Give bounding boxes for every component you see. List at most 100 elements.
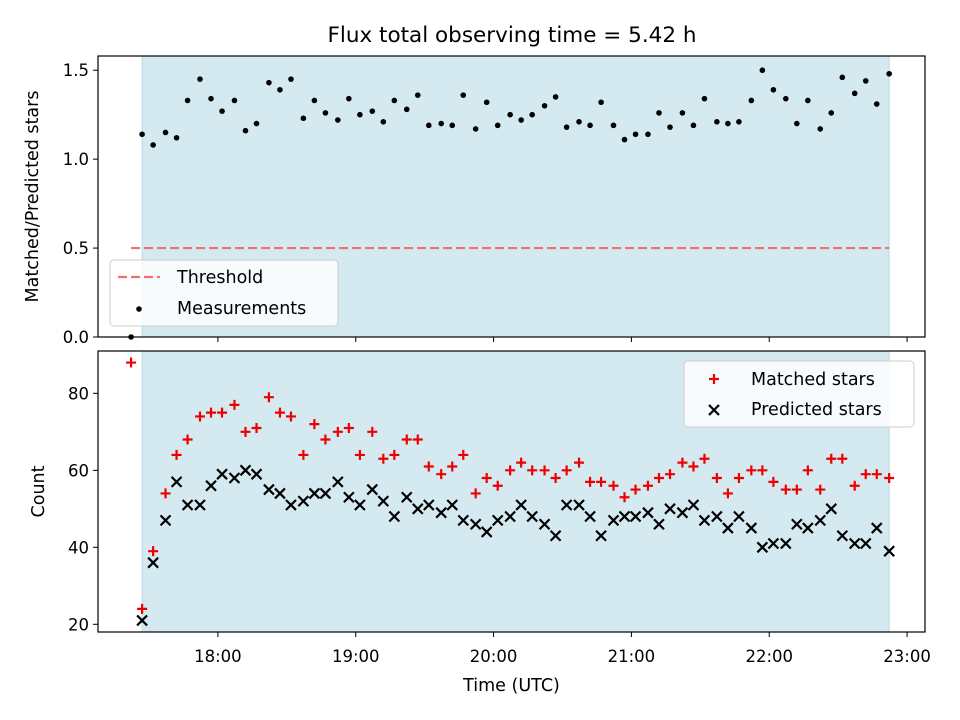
predicted-star-point: [400, 491, 413, 504]
matched-star-point: [608, 480, 619, 491]
matched-star-point: [561, 465, 572, 476]
predicted-star-point: [388, 510, 401, 523]
matched-star-point: [768, 476, 779, 487]
predicted-star-point: [618, 510, 631, 523]
measurement-point: [748, 97, 755, 104]
matched-star-point: [527, 465, 538, 476]
predicted-star-point: [308, 487, 321, 500]
predicted-star-point: [573, 499, 585, 511]
ratio-panel-ylabel: Matched/Predicted stars: [23, 91, 43, 303]
measurement-point: [335, 117, 341, 123]
measurement-point: [587, 122, 593, 129]
matched-star-point: [126, 357, 137, 368]
measurement-point: [139, 131, 145, 138]
predicted-star-point: [147, 556, 159, 569]
ratio-ytick-label: 0.5: [63, 239, 89, 258]
measurement-point: [311, 97, 318, 104]
matched-star-point: [688, 461, 699, 472]
measurement-point: [184, 97, 191, 104]
matched-star-point: [470, 488, 481, 499]
measurement-point: [507, 111, 513, 118]
measurement-point: [714, 119, 720, 125]
measurement-point: [231, 97, 238, 104]
matched-star-point: [711, 473, 722, 484]
count-panel-ylabel: Count: [29, 465, 49, 517]
measurement-point: [449, 122, 456, 129]
matched-star-point: [699, 453, 710, 464]
ratio-axes-frame: [97, 55, 926, 338]
matched-star-point: [229, 399, 240, 410]
matched-star-point: [837, 453, 848, 464]
matched-star-point: [516, 457, 527, 468]
measurement-point: [369, 108, 376, 114]
matched-star-point: [677, 457, 688, 468]
measurement-point: [322, 110, 329, 116]
matched-star-point: [596, 476, 607, 487]
predicted-star-point: [205, 479, 217, 492]
measurement-point: [632, 131, 639, 138]
measurements-legend-swatch: [136, 306, 142, 312]
measurement-point: [266, 79, 272, 86]
matched-star-point: [757, 465, 768, 476]
measurement-point: [529, 111, 535, 118]
matched-star-point: [849, 480, 860, 491]
predicted-star-point: [814, 514, 827, 527]
measurement-point: [403, 106, 410, 113]
measurement-point: [656, 110, 662, 116]
predicted-star-point: [722, 522, 734, 534]
matched-star-point: [860, 469, 871, 480]
measurement-point: [679, 110, 686, 116]
predicted-star-point: [676, 506, 689, 519]
ratio-ytick-label: 0.0: [63, 328, 89, 347]
predicted-stars-legend-swatch: [708, 404, 720, 416]
predicted-star-point: [560, 499, 573, 511]
predicted-star-point: [228, 472, 241, 484]
predicted-star-point: [469, 518, 482, 530]
predicted-star-point: [836, 529, 849, 542]
measurement-point: [483, 99, 490, 106]
matched-stars-legend-label: Matched stars: [751, 370, 875, 390]
measurement-point: [736, 119, 742, 125]
predicted-star-point: [423, 499, 435, 511]
predicted-star-point: [756, 541, 769, 554]
predicted-star-point: [595, 529, 607, 542]
ratio-ytick-label: 1.0: [63, 150, 89, 169]
predicted-star-point: [870, 522, 883, 534]
matched-star-point: [815, 484, 826, 495]
predicted-star-point: [194, 499, 206, 511]
predicted-star-point: [319, 487, 332, 500]
count-xtick-label: 21:00: [608, 647, 656, 666]
count-xtick-label: 22:00: [745, 647, 793, 666]
predicted-star-point: [181, 499, 194, 511]
measurement-point: [346, 95, 352, 102]
measurement-point: [219, 108, 225, 114]
predicted-star-point: [297, 495, 310, 507]
predicted-star-point: [343, 491, 355, 504]
matched-star-point: [148, 546, 159, 557]
measurements-legend-label: Measurements: [177, 299, 306, 319]
matched-star-point: [332, 426, 343, 437]
measurement-point: [391, 97, 398, 104]
measurement-point: [828, 110, 835, 116]
measurement-point: [472, 126, 479, 132]
matched-star-point: [642, 480, 653, 491]
count-panel-legend: Matched stars Predicted stars: [683, 360, 915, 428]
predicted-star-point: [859, 537, 872, 550]
matched-star-point: [481, 473, 492, 484]
matched-star-point: [436, 469, 447, 480]
matched-stars-legend-swatch: [709, 374, 719, 384]
matched-star-point: [263, 392, 274, 403]
matched-star-point: [251, 422, 262, 433]
matched-star-point: [585, 476, 596, 487]
chart-title: Flux total observing time = 5.42 h: [328, 23, 697, 48]
measurement-point: [173, 135, 180, 141]
matched-star-point: [367, 426, 378, 437]
measurement-point: [518, 117, 524, 123]
measurement-point: [426, 122, 432, 129]
predicted-star-point: [263, 483, 275, 496]
measurement-point: [552, 94, 559, 100]
matched-star-point: [171, 449, 182, 460]
matched-star-point: [619, 492, 630, 503]
predicted-star-point: [411, 503, 424, 515]
